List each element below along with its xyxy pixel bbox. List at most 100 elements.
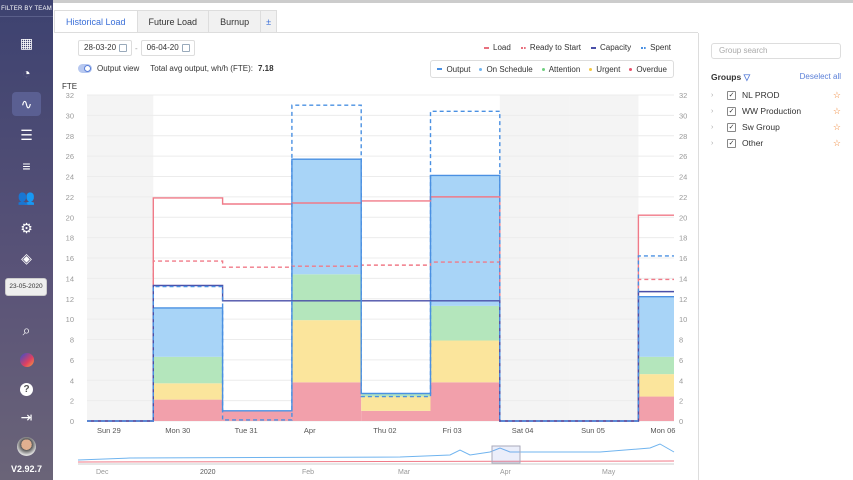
group-item[interactable]: › ✓ WW Production ☆ [711, 105, 841, 117]
x-tick-label: Sat 04 [512, 426, 534, 435]
star-icon[interactable]: ☆ [832, 89, 841, 100]
y-tick-right: 18 [679, 234, 687, 243]
y-tick-right: 6 [679, 356, 683, 365]
navigator-label: May [602, 469, 616, 476]
checkbox[interactable]: ✓ [727, 138, 736, 148]
checkbox[interactable]: ✓ [727, 106, 736, 116]
checkbox[interactable]: ✓ [727, 122, 736, 132]
group-label: Sw Group [742, 122, 780, 132]
legend-label: Ready to Start [529, 43, 581, 52]
group-item[interactable]: › ✓ Other ☆ [711, 137, 841, 149]
chevron-right-icon[interactable]: › [711, 123, 714, 131]
groups-title-text: Groups [711, 72, 742, 82]
legend-attention[interactable]: Attention [541, 65, 580, 74]
checkbox[interactable]: ✓ [727, 90, 736, 100]
legend-urgent[interactable]: Urgent [589, 65, 620, 74]
group-item[interactable]: › ✓ NL PROD ☆ [711, 89, 841, 101]
users-icon[interactable]: 👥 [17, 188, 36, 205]
y-tick-right: 4 [679, 376, 683, 385]
y-tick-left: 32 [66, 91, 74, 100]
date-range: 28-03-20 - 06-04-20 [78, 40, 195, 56]
list-icon[interactable]: ☰ [20, 126, 33, 143]
date-from-value: 28-03-20 [84, 43, 117, 52]
gear-icon[interactable]: ⚙ [20, 219, 33, 236]
version-label: V2.92.7 [10, 464, 43, 474]
navigator-series [77, 460, 675, 463]
y-tick-left: 0 [70, 417, 74, 426]
status-legend: Output On Schedule Attention Urgent Over… [430, 60, 674, 78]
output-controls: Output view Total avg output, wh/h (FTE)… [78, 64, 274, 73]
navigator-label: Mar [398, 469, 411, 476]
legend-capacity[interactable]: Capacity [590, 43, 632, 52]
grid-icon[interactable]: ▦ [19, 34, 34, 51]
y-tick-right: 12 [679, 295, 687, 304]
x-tick-label: Fri 03 [443, 426, 462, 435]
y-tick-left: 14 [66, 274, 74, 283]
output-view-label: Output view [97, 64, 140, 73]
date-display[interactable]: 23-05-2020 [5, 278, 47, 296]
navigator-label: Apr [500, 469, 512, 476]
legend-load[interactable]: Load [484, 43, 511, 52]
tree-list-icon[interactable]: ≡ [22, 158, 31, 174]
search-activity-icon[interactable]: ⌕ [22, 321, 31, 338]
filter-by-team-title[interactable]: FILTER BY TEAM [0, 0, 53, 17]
bar-on-schedule [430, 175, 500, 306]
star-icon[interactable]: ☆ [832, 105, 841, 116]
legend-label: Spent [650, 43, 671, 52]
date-to-value: 06-04-20 [146, 43, 179, 52]
top-bar [53, 0, 853, 3]
legend-ready-to-start[interactable]: Ready to Start [520, 43, 581, 52]
deselect-all-link[interactable]: Deselect all [799, 72, 841, 81]
legend-spent[interactable]: Spent [641, 43, 671, 52]
legend-label: Capacity [599, 43, 632, 52]
line-capacity [87, 284, 674, 422]
chevron-right-icon[interactable]: › [711, 91, 714, 99]
date-separator: - [135, 43, 138, 53]
y-tick-right: 2 [679, 397, 683, 406]
bar-urgent [638, 374, 674, 397]
user-flag-icon[interactable] [12, 348, 41, 372]
legend-output[interactable]: Output [437, 65, 470, 74]
dashboard-gauge-icon[interactable]: ◔ [22, 65, 31, 81]
load-chart[interactable]: FTE Sun 29 Mon 30 Tue 31 Apr Thu 02 Fri 03 Sat… [0, 0, 700, 480]
y-tick-right: 20 [679, 213, 687, 222]
logout-icon[interactable]: ⇥ [20, 408, 33, 425]
legend-label: Urgent [596, 64, 621, 74]
y-tick-left: 10 [66, 315, 74, 324]
bar-attention [153, 356, 223, 384]
y-axis-label: FTE [62, 82, 77, 91]
y-tick-right: 28 [679, 132, 687, 141]
group-label: Other [742, 138, 764, 148]
y-tick-right: 16 [679, 254, 687, 263]
spent-swatch [641, 46, 647, 49]
chevron-right-icon[interactable]: › [711, 139, 714, 147]
bar-overdue [638, 396, 674, 421]
legend-on-schedule[interactable]: On Schedule [479, 65, 533, 74]
star-icon[interactable]: ☆ [832, 121, 841, 132]
sidebar: FILTER BY TEAM ▦ ◔ ∿ ☰ ≡ 👥 ⚙ ◈ 23-05-202… [0, 0, 53, 480]
avatar[interactable] [17, 437, 36, 456]
bar-overdue [291, 382, 362, 421]
calendar-icon[interactable] [181, 44, 190, 52]
group-item[interactable]: › ✓ Sw Group ☆ [711, 121, 841, 133]
y-tick-left: 8 [70, 336, 74, 345]
legend-overdue[interactable]: Overdue [629, 65, 667, 74]
pulse-chart-icon[interactable]: ∿ [12, 92, 41, 116]
help-icon[interactable]: ? [12, 377, 41, 401]
date-from-input[interactable]: 28-03-20 [78, 40, 132, 56]
x-tick-label: Tue 31 [235, 426, 258, 435]
y-tick-right: 26 [679, 152, 687, 161]
output-view-toggle[interactable] [78, 64, 92, 73]
filter-icon[interactable]: ▽ [743, 72, 751, 82]
y-tick-right: 24 [679, 173, 687, 182]
bar-attention [361, 393, 431, 397]
calendar-icon[interactable] [119, 44, 127, 52]
group-search-input[interactable]: Group search [711, 43, 841, 59]
layers-icon[interactable]: ◈ [21, 249, 32, 266]
chevron-right-icon[interactable]: › [711, 107, 714, 115]
y-tick-right: 8 [679, 336, 683, 345]
star-icon[interactable]: ☆ [832, 137, 841, 148]
date-to-input[interactable]: 06-04-20 [140, 40, 195, 56]
on-schedule-dot [479, 67, 483, 71]
overdue-dot [629, 67, 633, 71]
